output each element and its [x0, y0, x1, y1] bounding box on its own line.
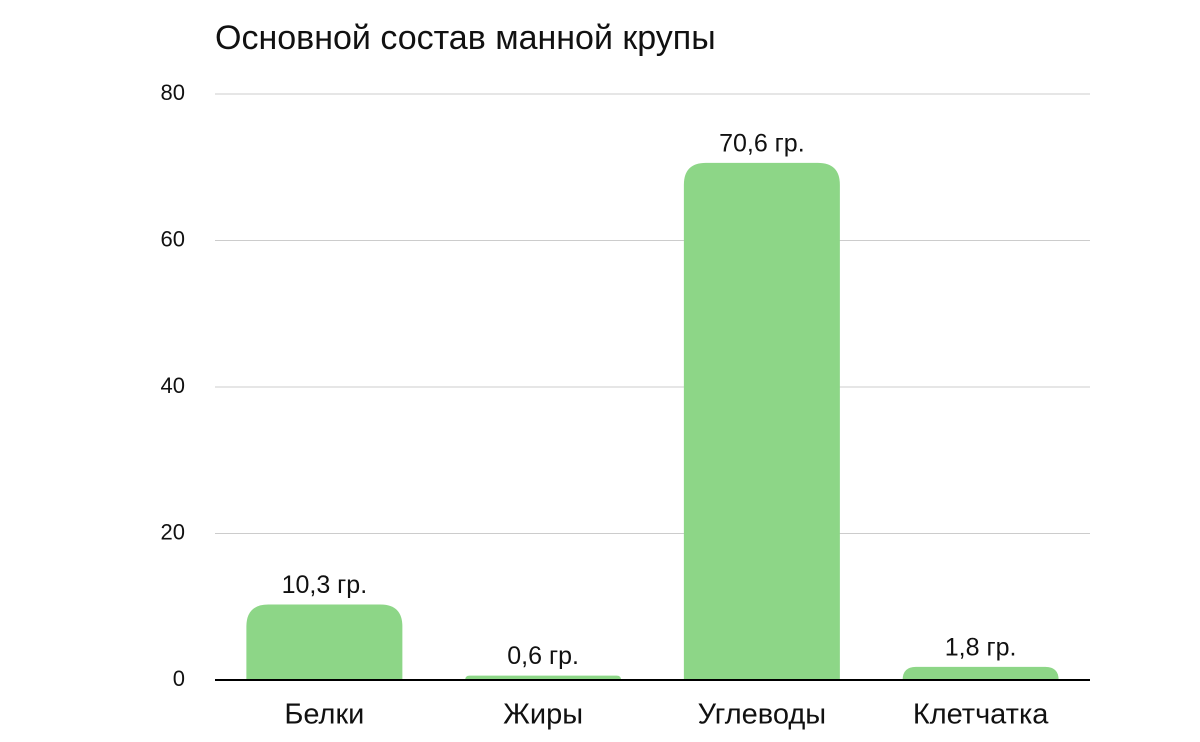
bar [465, 675, 622, 680]
value-label: 0,6 гр. [507, 642, 579, 670]
value-label: 10,3 гр. [282, 571, 368, 599]
value-label: 70,6 гр. [719, 129, 805, 157]
x-tick-label: Клетчатка [913, 699, 1049, 731]
value-label: 1,8 гр. [945, 633, 1017, 661]
chart-title: Основной состав манной крупы [215, 19, 716, 57]
y-tick-label: 60 [161, 226, 185, 251]
bar [902, 666, 1059, 680]
y-tick-label: 40 [161, 373, 185, 398]
bar [246, 604, 403, 680]
bar [683, 162, 840, 681]
x-tick-label: Углеводы [698, 699, 826, 731]
x-tick-label: Жиры [503, 699, 583, 731]
y-tick-label: 80 [161, 80, 185, 105]
y-tick-label: 0 [173, 666, 185, 691]
x-tick-label: Белки [284, 699, 364, 731]
y-tick-label: 20 [161, 519, 185, 544]
